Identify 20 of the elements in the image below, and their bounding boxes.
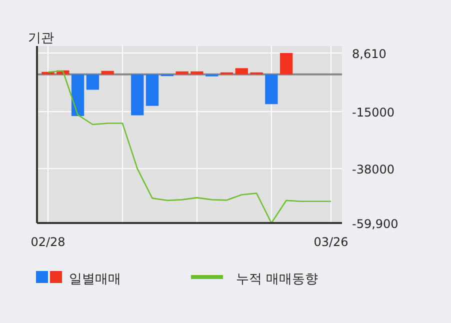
x-tick-label: 02/28: [30, 235, 66, 249]
chart-title: 기관: [28, 31, 54, 46]
bar: [101, 70, 114, 74]
legend-label: 일별매매: [69, 272, 121, 287]
bar: [280, 53, 293, 74]
bar: [190, 71, 204, 74]
bar: [146, 74, 159, 106]
y-tick-label: -15000: [352, 106, 395, 120]
y-tick-label: 8,610: [352, 47, 386, 61]
legend-label: 누적 매매동향: [236, 272, 318, 287]
bar: [86, 74, 100, 90]
bar: [265, 74, 278, 104]
bar: [176, 71, 188, 74]
line-series: [47, 70, 332, 224]
bar: [71, 74, 84, 116]
x-tick-label: 03/26: [314, 235, 348, 249]
y-tick-label: -59,900: [352, 217, 398, 231]
bar: [235, 68, 248, 74]
bar: [131, 74, 144, 116]
y-tick-label: -38000: [352, 162, 395, 177]
